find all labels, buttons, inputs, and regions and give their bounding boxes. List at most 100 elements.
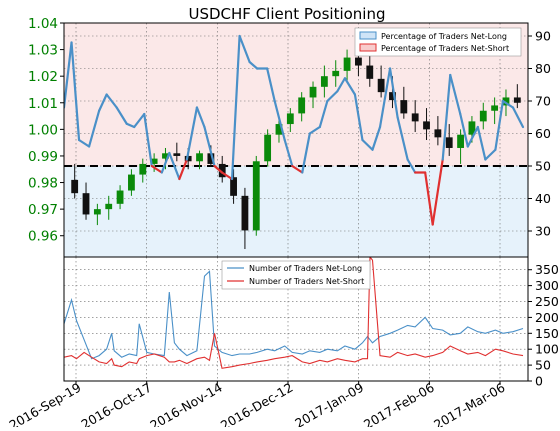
positioning-segment: [105, 93, 118, 109]
bottom-panel-frame: [63, 256, 529, 382]
candle-body: [457, 134, 464, 148]
positioning-segment: [424, 171, 434, 226]
net-long-band: [64, 166, 528, 257]
right-tick-label: 30: [535, 224, 551, 239]
positioning-segment: [476, 125, 487, 161]
positioning-segment: [160, 151, 171, 174]
positioning-segment: [343, 77, 357, 96]
positioning-segment: [70, 41, 81, 142]
legend-label-net-long-pct: Percentage of Traders Net-Long: [381, 32, 507, 41]
candle-body: [389, 92, 396, 101]
candle-body: [434, 129, 442, 138]
candle-body: [298, 97, 306, 114]
positioning-segment: [396, 116, 409, 161]
positioning-segment: [291, 164, 304, 174]
candle-body: [173, 153, 181, 156]
right-tick-label: 150: [535, 326, 559, 341]
positioning-segment: [273, 99, 286, 142]
positioning-segment: [115, 106, 128, 125]
positioning-segment: [220, 171, 234, 181]
legend-label-net-short-count: Number of Traders Net-Short: [249, 277, 364, 286]
top-panel: 0.96 0.97 0.98 0.99 1.00 1.01 1.02 1.03 1.04 30 4…: [28, 16, 551, 258]
positioning-segment: [494, 99, 505, 151]
positioning-segment: [230, 34, 241, 181]
net-long-count-line: [64, 270, 524, 360]
candle-body: [320, 76, 328, 87]
legend-label-net-short-pct: Percentage of Traders Net-Short: [381, 44, 509, 53]
positioning-segment: [501, 99, 515, 109]
left-tick-label: 0.98: [28, 176, 58, 192]
right-tick-label: 100: [535, 342, 559, 357]
net-short-count-line: [64, 257, 524, 369]
candle-body: [275, 124, 283, 135]
candle-body: [105, 203, 113, 210]
left-tick-label: 0.99: [28, 149, 58, 165]
positioning-segment: [178, 158, 188, 181]
trader-count-lines: [64, 257, 524, 369]
candle-body: [71, 179, 79, 194]
positioning-segment: [77, 138, 91, 148]
positioning-segment: [64, 41, 73, 109]
legend-swatch-net-long: [359, 31, 377, 40]
positioning-segment: [125, 122, 136, 129]
positioning-segment: [98, 93, 108, 112]
right-tick-label: 40: [535, 191, 551, 206]
positioning-segment: [336, 77, 347, 93]
right-tick-label: 50: [535, 358, 551, 373]
positioning-segment: [266, 67, 276, 103]
left-tick-label: 1.03: [28, 43, 58, 59]
candle-body: [286, 113, 294, 125]
candle-body: [309, 86, 317, 98]
legend-label-net-long-count: Number of Traders Net-Long: [249, 264, 362, 273]
candle-body: [343, 57, 351, 71]
positioning-segment: [459, 112, 469, 148]
right-tick-label: 200: [535, 310, 559, 325]
right-tick-label: 250: [535, 294, 559, 309]
positioning-segment: [441, 73, 452, 161]
candle-body: [411, 113, 419, 122]
legend-swatch-net-short: [359, 43, 377, 52]
right-tick-label: 80: [535, 61, 551, 76]
positioning-segment: [238, 34, 251, 64]
candle-body: [162, 153, 169, 159]
candle-body: [116, 190, 124, 204]
left-tick-label: 1.00: [28, 122, 58, 138]
positioning-segment: [185, 106, 199, 161]
right-axis-ticks-top: 30 40 50 60 70 80 90: [528, 29, 551, 239]
left-tick-label: 0.97: [28, 202, 58, 218]
candle-body: [479, 110, 487, 122]
left-axis-ticks: 0.96 0.97 0.98 0.99 1.00 1.01 1.02 1.03 1.04: [28, 16, 64, 245]
x-axis-ticks: 2016-Sep-192016-Oct-172016-Nov-142016-De…: [6, 380, 507, 431]
right-tick-label: 60: [535, 126, 551, 141]
bottom-legend: Number of Traders Net-Long Number of Tra…: [221, 260, 371, 290]
right-tick-label: 350: [535, 262, 559, 277]
candle-body: [264, 134, 272, 162]
positioning-segment: [283, 138, 294, 168]
positioning-segment: [308, 125, 321, 135]
positioning-segment: [388, 67, 399, 119]
candle-body: [241, 195, 249, 231]
positioning-segment: [143, 112, 153, 168]
x-tick-label: 2017-Mar-06: [431, 380, 507, 427]
positioning-line: [64, 34, 525, 226]
positioning-segment: [318, 99, 329, 129]
top-legend-box: [354, 27, 522, 57]
x-tick-label: 2016-Sep-19: [6, 380, 83, 427]
candle-body: [82, 193, 90, 215]
x-tick-label: 2017-Jan-09: [292, 380, 366, 427]
candle-body: [491, 105, 499, 111]
x-tick-label: 2016-Dec-12: [218, 380, 296, 427]
bottom-legend-box: [221, 260, 371, 290]
left-tick-label: 0.96: [28, 229, 58, 245]
candle-body: [218, 163, 226, 178]
chart-title: USDCHF Client Positioning: [189, 5, 386, 23]
candle-body: [150, 158, 158, 164]
candle-body: [513, 97, 521, 103]
candle-body: [468, 121, 476, 135]
candle-body: [230, 177, 237, 196]
positioning-segment: [168, 151, 181, 181]
